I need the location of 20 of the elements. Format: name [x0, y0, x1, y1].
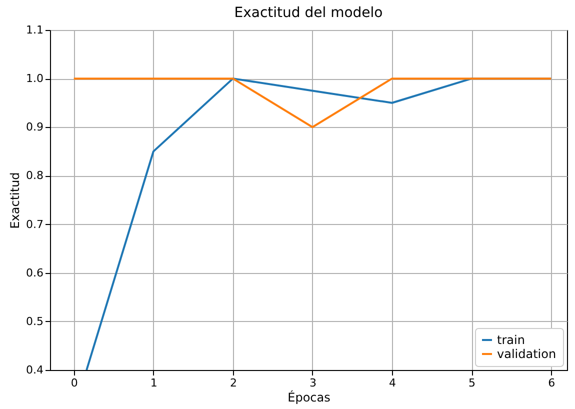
y-tick-label: 0.9: [26, 120, 44, 134]
x-axis-title: Épocas: [288, 390, 330, 404]
x-tick-label: 5: [468, 376, 476, 390]
x-tick-label: 0: [70, 376, 78, 390]
x-tick-label: 2: [230, 376, 237, 390]
x-tick-label: 6: [548, 376, 556, 390]
chart-title: Exactitud del modelo: [234, 5, 383, 21]
x-tick-label: 3: [309, 376, 316, 390]
legend-label: train: [497, 333, 525, 347]
y-tick-label: 1.0: [26, 72, 44, 86]
y-tick-label: 0.4: [26, 364, 44, 376]
legend-label: validation: [497, 347, 556, 361]
y-tick-label: 0.6: [26, 266, 44, 280]
x-tick-label: 1: [150, 376, 158, 390]
x-tick-label: 4: [389, 376, 396, 390]
y-tick-label: 0.7: [26, 218, 44, 231]
y-axis-title: Exactitud: [8, 172, 22, 229]
y-tick-label: 0.8: [26, 169, 44, 182]
y-tick-label: 1.1: [26, 24, 44, 36]
y-tick-label: 0.5: [26, 314, 44, 328]
